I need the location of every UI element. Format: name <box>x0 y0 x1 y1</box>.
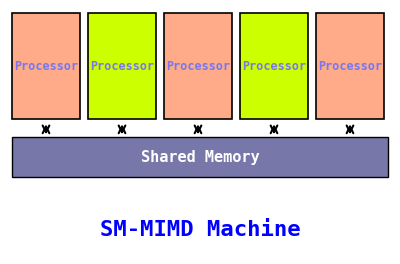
Bar <box>164 13 232 119</box>
Text: Processor: Processor <box>90 59 154 73</box>
Bar <box>316 13 384 119</box>
Text: Processor: Processor <box>166 59 230 73</box>
Bar <box>88 13 156 119</box>
Text: Processor: Processor <box>318 59 382 73</box>
Bar <box>240 13 308 119</box>
Text: SM-MIMD Machine: SM-MIMD Machine <box>100 220 300 240</box>
Text: Processor: Processor <box>14 59 78 73</box>
Text: Processor: Processor <box>242 59 306 73</box>
Bar <box>12 13 80 119</box>
Text: Shared Memory: Shared Memory <box>141 150 259 164</box>
Bar <box>12 137 388 177</box>
